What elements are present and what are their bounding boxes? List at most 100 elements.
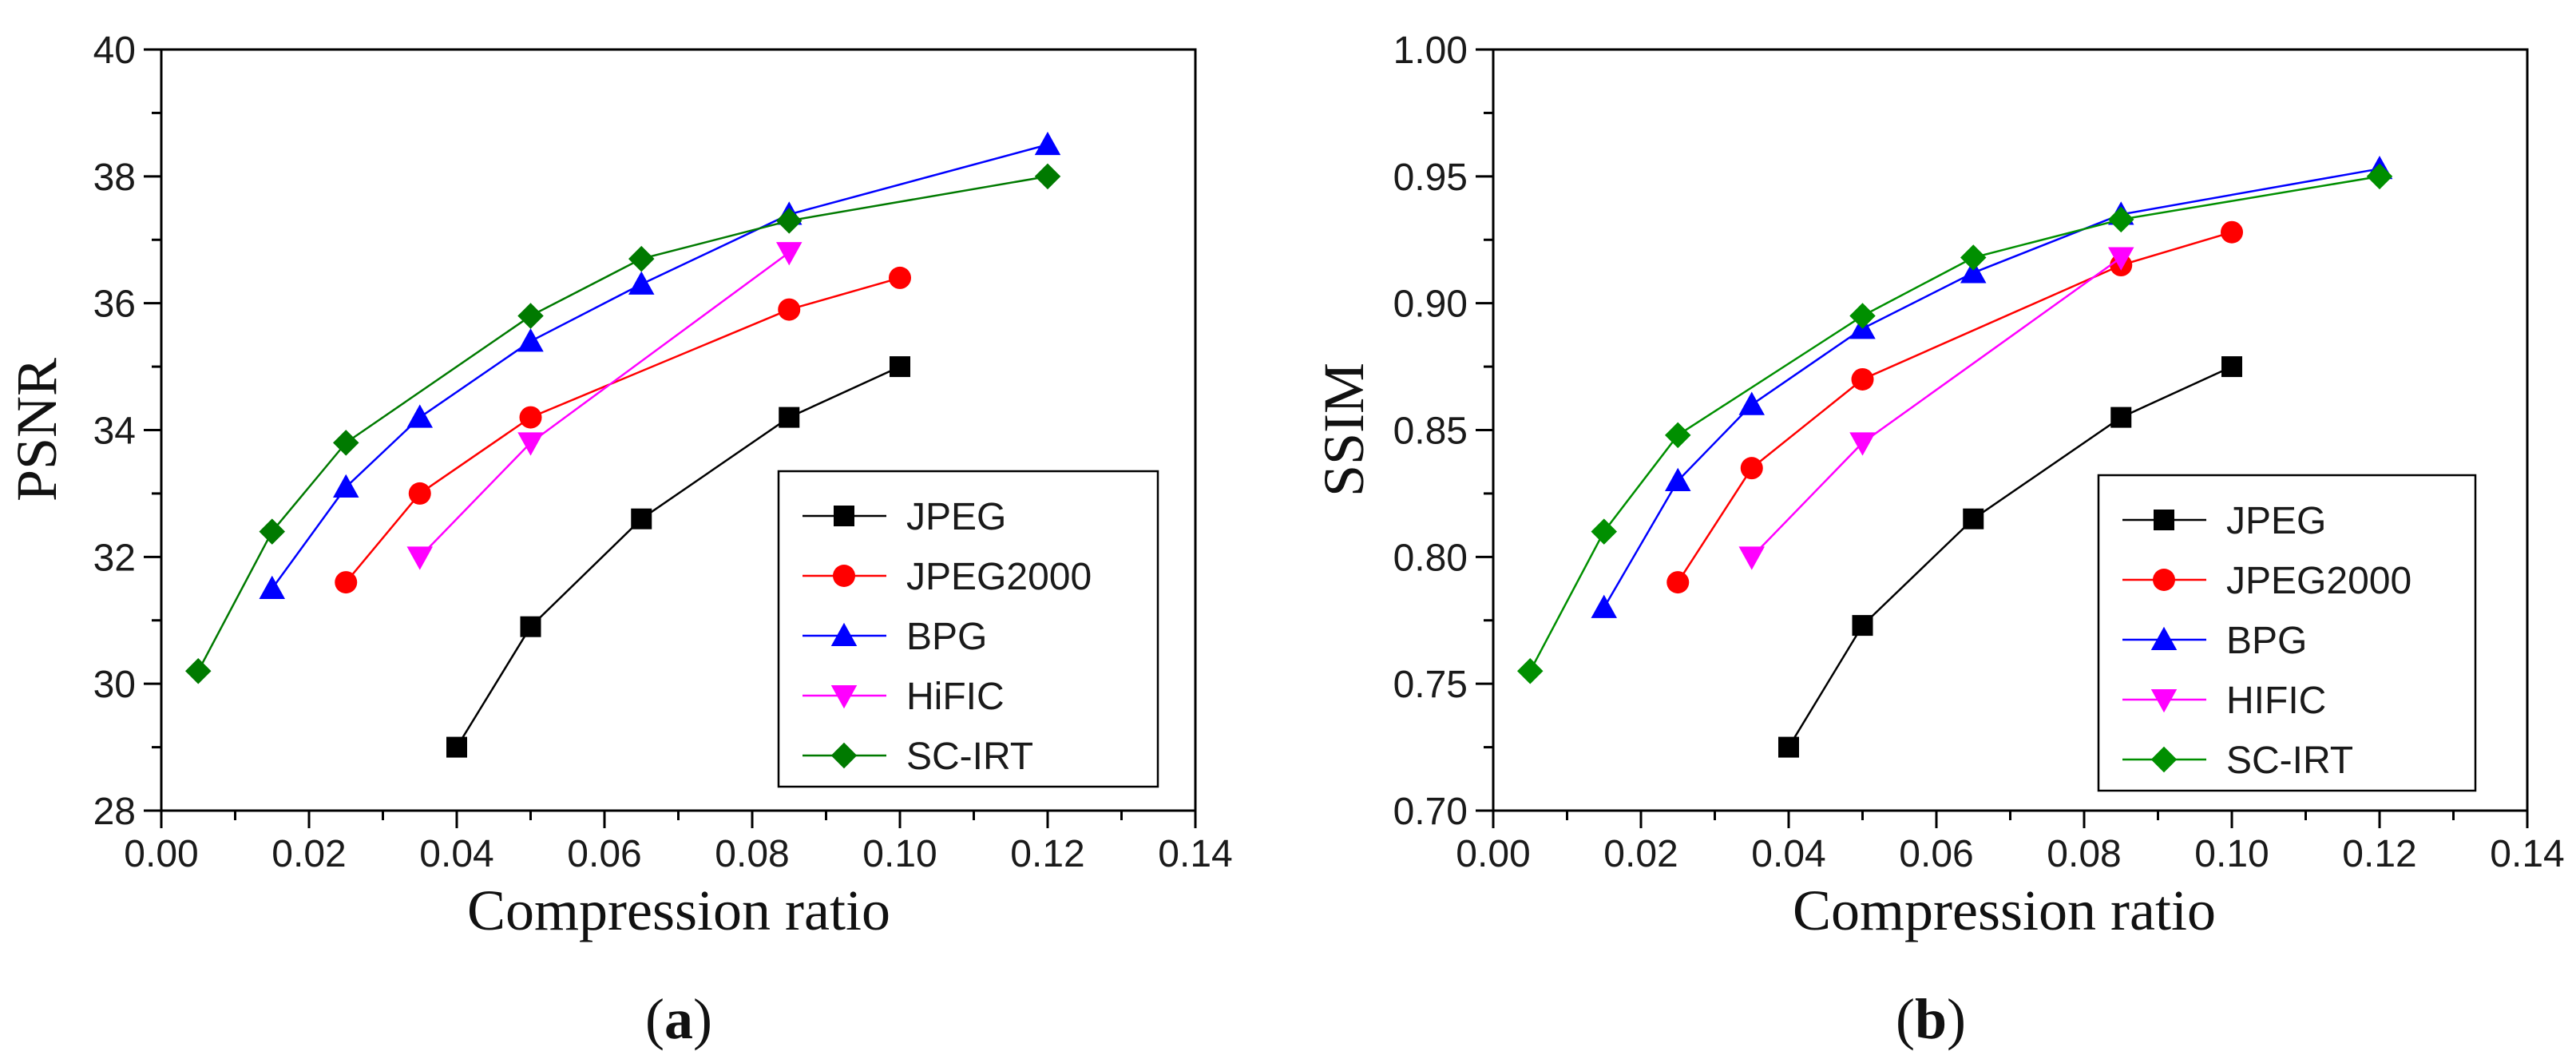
data-point-sc-irt xyxy=(2366,163,2393,190)
legend-marker-jpeg2000 xyxy=(2153,569,2175,591)
x-tick-label: 0.12 xyxy=(1010,833,1084,875)
x-tick-label: 0.12 xyxy=(2342,833,2416,875)
x-tick-label: 0.02 xyxy=(271,833,346,875)
data-point-hific xyxy=(2108,247,2134,271)
data-point-bpg xyxy=(406,404,433,428)
data-point-sc-irt xyxy=(1849,303,1876,329)
data-point-hific xyxy=(406,546,433,570)
x-tick-label: 0.04 xyxy=(419,833,493,875)
data-point-jpeg xyxy=(1852,615,1873,637)
data-point-jpeg2000 xyxy=(335,571,358,594)
x-axis-title: Compression ratio xyxy=(467,879,890,942)
data-point-jpeg2000 xyxy=(1666,571,1690,594)
y-tick-label: 32 xyxy=(93,537,136,579)
data-point-bpg xyxy=(1738,391,1765,415)
data-point-bpg xyxy=(259,575,285,600)
y-tick-label: 34 xyxy=(93,411,136,453)
data-point-jpeg xyxy=(779,407,800,428)
data-point-hific xyxy=(517,432,544,456)
legend-marker-sc-irt xyxy=(2150,746,2178,773)
data-point-bpg xyxy=(517,328,544,352)
x-tick-label: 0.08 xyxy=(2047,833,2121,875)
data-point-sc-irt xyxy=(2108,206,2134,233)
panel-label-open: ( xyxy=(645,987,664,1051)
data-point-sc-irt xyxy=(259,518,285,545)
data-point-jpeg xyxy=(890,356,910,378)
data-point-hific xyxy=(1738,546,1765,570)
legend-label: HIFIC xyxy=(2226,680,2326,722)
data-point-bpg xyxy=(628,271,655,295)
y-tick-label: 36 xyxy=(93,284,136,326)
x-axis-title: Compression ratio xyxy=(1793,879,2216,942)
x-tick-label: 0.06 xyxy=(567,833,641,875)
y-tick-label: 28 xyxy=(93,791,136,833)
data-point-bpg xyxy=(1665,467,1691,492)
x-tick-label: 0.14 xyxy=(2490,833,2564,875)
panel-label-letter: a xyxy=(664,987,693,1051)
data-point-jpeg xyxy=(1963,508,1984,530)
legend-label: SC-IRT xyxy=(2226,740,2353,782)
y-tick-label: 38 xyxy=(93,157,136,199)
data-point-bpg xyxy=(333,474,359,498)
data-point-sc-irt xyxy=(628,245,655,272)
legend-marker-hific xyxy=(830,685,858,709)
data-point-bpg xyxy=(1034,131,1061,156)
data-point-sc-irt xyxy=(1517,658,1544,684)
panel-label-close: ) xyxy=(693,987,712,1051)
panel-label-letter: b xyxy=(1915,987,1947,1051)
x-tick-label: 0.10 xyxy=(862,833,937,875)
data-point-bpg xyxy=(1591,594,1617,618)
data-point-sc-irt xyxy=(185,658,212,684)
legend-label: JPEG2000 xyxy=(906,556,1092,598)
y-tick-label: 0.95 xyxy=(1393,157,1468,199)
panel-label: (b) xyxy=(1896,987,1966,1051)
y-axis-title: PSNR xyxy=(5,358,69,502)
chart-panel-a: 0.00 0.02 0.04 0.06 0.08 0.10 0.12 0.14 28 30 32 34… xyxy=(5,30,1233,1051)
x-tick-label: 0.10 xyxy=(2194,833,2269,875)
data-point-bpg xyxy=(1960,260,1987,284)
data-point-hific xyxy=(1849,432,1876,456)
x-tick-label: 0.06 xyxy=(1899,833,1973,875)
legend-marker-bpg xyxy=(830,622,858,646)
series-line-hific xyxy=(418,252,790,558)
legend-label: SC-IRT xyxy=(906,736,1033,778)
data-point-sc-irt xyxy=(333,430,359,456)
data-point-jpeg2000 xyxy=(2221,220,2243,244)
legend-marker-hific xyxy=(2150,689,2178,713)
x-tick-label: 0.00 xyxy=(1456,833,1530,875)
legend-label: HiFIC xyxy=(906,676,1005,718)
legend: JPEG JPEG2000 BPG HiFIC SC-IRT xyxy=(777,470,1159,788)
data-point-jpeg2000 xyxy=(1740,457,1763,480)
data-point-jpeg2000 xyxy=(778,298,801,321)
legend-marker-jpeg xyxy=(2154,510,2174,530)
data-point-sc-irt xyxy=(1960,244,1987,271)
legend-label: JPEG2000 xyxy=(2226,560,2412,602)
data-point-sc-irt xyxy=(1591,518,1617,545)
series-line-hific xyxy=(1750,256,2122,558)
y-tick-label: 0.90 xyxy=(1393,284,1468,326)
data-point-jpeg xyxy=(2221,356,2242,378)
y-tick-label: 30 xyxy=(93,664,136,706)
data-point-jpeg2000 xyxy=(1851,367,1874,391)
legend-marker-jpeg xyxy=(834,506,854,526)
legend: JPEG JPEG2000 BPG HIFIC SC-IRT xyxy=(2097,474,2477,792)
data-point-hific xyxy=(776,242,803,266)
y-tick-label: 0.75 xyxy=(1393,664,1468,706)
data-point-sc-irt xyxy=(517,303,544,329)
data-point-sc-irt xyxy=(776,208,803,234)
x-tick-label: 0.08 xyxy=(715,833,789,875)
data-point-jpeg2000 xyxy=(408,482,431,505)
data-point-sc-irt xyxy=(1665,422,1691,449)
panel-label-open: ( xyxy=(1896,987,1915,1051)
y-tick-label: 1.00 xyxy=(1393,30,1468,72)
legend-label: BPG xyxy=(906,616,987,658)
chart-panel-b: 0.00 0.02 0.04 0.06 0.08 0.10 0.12 0.14 0.70 0.75… xyxy=(1312,30,2565,1051)
data-point-jpeg xyxy=(1778,736,1799,758)
legend-marker-jpeg2000 xyxy=(833,565,855,587)
legend-label: JPEG xyxy=(2226,500,2326,542)
x-tick-label: 0.14 xyxy=(1158,833,1232,875)
y-tick-label: 40 xyxy=(93,30,136,72)
data-point-sc-irt xyxy=(1034,163,1061,190)
data-point-jpeg xyxy=(2110,407,2132,428)
